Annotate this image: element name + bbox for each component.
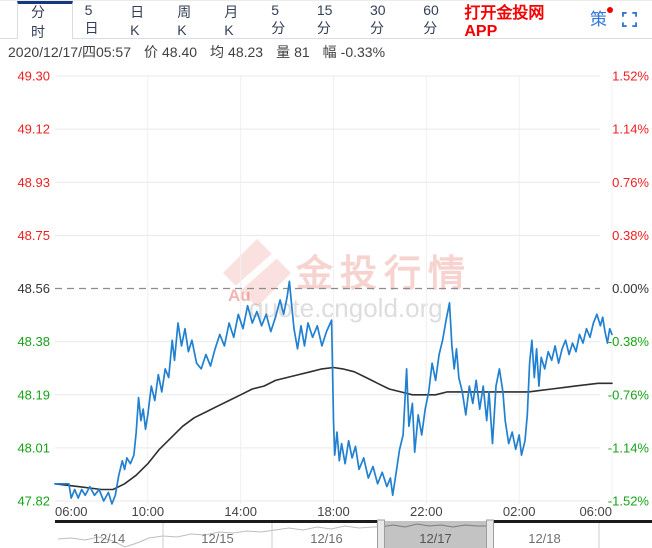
watermark: Au 金投行情 quote.cngold.org [223,239,472,323]
y-axis-label-left: 48.75 [17,228,50,243]
navigator-top-bar [493,520,652,523]
navigator-handle-left[interactable] [377,519,385,548]
fullscreen-icon[interactable] [622,12,638,27]
quote-volume: 量 81 [276,43,310,60]
tab-30min[interactable]: 30分 [370,1,386,36]
y-axis-label-left: 48.01 [17,440,50,455]
y-axis-label-left: 49.12 [17,122,50,137]
x-axis-time-label: 14:00 [224,504,257,519]
y-axis-label-right: 1.14% [612,122,649,137]
navigator-sparkline-selected [380,523,490,528]
tab-daily-k[interactable]: 日K [130,3,145,38]
average-line [54,366,613,491]
y-axis-label-right: -1.52% [608,494,650,509]
tab-weekly-k[interactable]: 周K [177,3,192,38]
x-axis-time-label: 22:00 [410,504,443,519]
navigator-date-label[interactable]: 12/14 [93,531,126,546]
navigator-top-bar [55,520,378,523]
x-axis-time-label: 06:00 [55,504,88,519]
tabbar: 分时 5日 日K 周K 月K 5分 15分 30分 60分 打开金投网APP 策 [0,1,652,40]
y-axis-label-left: 47.82 [17,494,50,509]
tabbar-actions: 打开金投网APP 策 [464,1,652,40]
y-axis-label-right: 0.00% [612,281,649,296]
y-axis-label-left: 48.19 [17,387,50,402]
navigator-date-label[interactable]: 12/17 [419,531,452,546]
x-axis-time-label: 18:00 [317,504,350,519]
strategy-button[interactable]: 策 [590,7,614,29]
navigator-date-label[interactable]: 12/16 [310,531,343,546]
infobar: 2020/12/17/四05:57 价 48.40 均 48.23 量 81 幅 -0.… [0,40,652,63]
x-axis-time-label: 10:00 [132,504,165,519]
notification-dot-icon [607,7,614,13]
price-line [54,280,613,505]
tab-5min[interactable]: 5分 [271,1,286,36]
y-axis-label-right: 0.38% [612,228,649,243]
y-axis-label-left: 48.93 [17,175,50,190]
y-axis-label-left: 48.38 [17,334,50,349]
y-axis-label-right: 1.52% [612,69,649,84]
watermark-logo-text: Au [228,286,251,305]
navigator-handle-right[interactable] [486,519,494,548]
navigator-date-label[interactable]: 12/15 [201,531,234,546]
quote-average: 均 48.23 [210,43,264,60]
open-app-link[interactable]: 打开金投网APP [464,4,545,40]
tab-60min[interactable]: 60分 [423,1,439,36]
strategy-label: 策 [590,10,608,29]
tab-monthly-k[interactable]: 月K [224,3,239,38]
tab-15min[interactable]: 15分 [316,1,333,36]
navigator-date-label[interactable]: 12/18 [528,531,561,546]
quote-price: 价 48.40 [144,43,198,60]
tab-fenshi[interactable]: 分时 [17,1,73,40]
quote-datetime: 2020/12/17/四05:57 [8,43,131,60]
y-axis-label-left: 48.56 [17,281,50,296]
x-axis-time-label: 06:00 [579,504,612,519]
quote-change: 幅 -0.33% [322,43,386,60]
tab-5day[interactable]: 5日 [84,1,99,36]
y-axis-label-left: 49.30 [17,69,50,84]
y-axis-label-right: 0.76% [612,175,649,190]
watermark-brand: 金投行情 [296,252,472,294]
x-axis-time-label: 02:00 [503,504,536,519]
y-axis-label-right: -1.14% [608,440,650,455]
y-axis-label-right: -0.38% [608,334,650,349]
y-axis-label-right: -0.76% [608,387,650,402]
